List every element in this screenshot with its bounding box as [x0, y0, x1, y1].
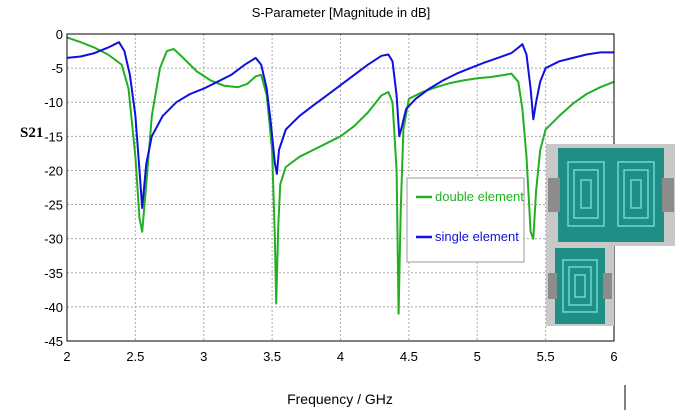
y-tick-label: -35 — [44, 266, 63, 281]
x-tick-label: 4 — [337, 349, 344, 364]
legend: double element single element — [406, 177, 525, 263]
y-tick-label: -25 — [44, 198, 63, 213]
y-tick-labels: 0 -5 -10 -15 -20 -25 -30 -35 -40 -45 — [44, 27, 63, 349]
y-tick-label: -30 — [44, 232, 63, 247]
legend-label-single: single element — [435, 229, 519, 244]
x-tick-label: 5 — [474, 349, 481, 364]
legend-label-double: double element — [435, 189, 524, 204]
series-lines — [66, 36, 615, 315]
series-line-single-element — [66, 41, 614, 209]
x-tick-label: 6 — [610, 349, 617, 364]
chart-title: S-Parameter [Magnitude in dB] — [252, 5, 430, 20]
x-tick-label: 2 — [63, 349, 70, 364]
legend-box — [406, 177, 525, 263]
x-tick-label: 5.5 — [537, 349, 555, 364]
device-image-double — [546, 144, 675, 246]
y-tick-label: -5 — [51, 61, 63, 76]
grid — [66, 33, 615, 342]
x-tick-label: 2.5 — [126, 349, 144, 364]
x-tick-labels: 2 2.5 3 3.5 4 4.5 5 5.5 6 — [63, 349, 617, 364]
device-image-single — [546, 246, 614, 326]
y-tick-label: -20 — [44, 163, 63, 178]
x-tick-label: 3 — [200, 349, 207, 364]
y-tick-label: 0 — [56, 27, 63, 42]
x-axis-label: Frequency / GHz — [287, 391, 393, 407]
x-tick-label: 3.5 — [263, 349, 281, 364]
x-tick-label: 4.5 — [400, 349, 418, 364]
y-tick-label: -45 — [44, 334, 63, 349]
series-line-double-element — [66, 36, 615, 315]
y-tick-label: -15 — [44, 129, 63, 144]
y-tick-label: -40 — [44, 300, 63, 315]
s21-label: S21 — [20, 125, 44, 141]
y-tick-label: -10 — [44, 95, 63, 110]
